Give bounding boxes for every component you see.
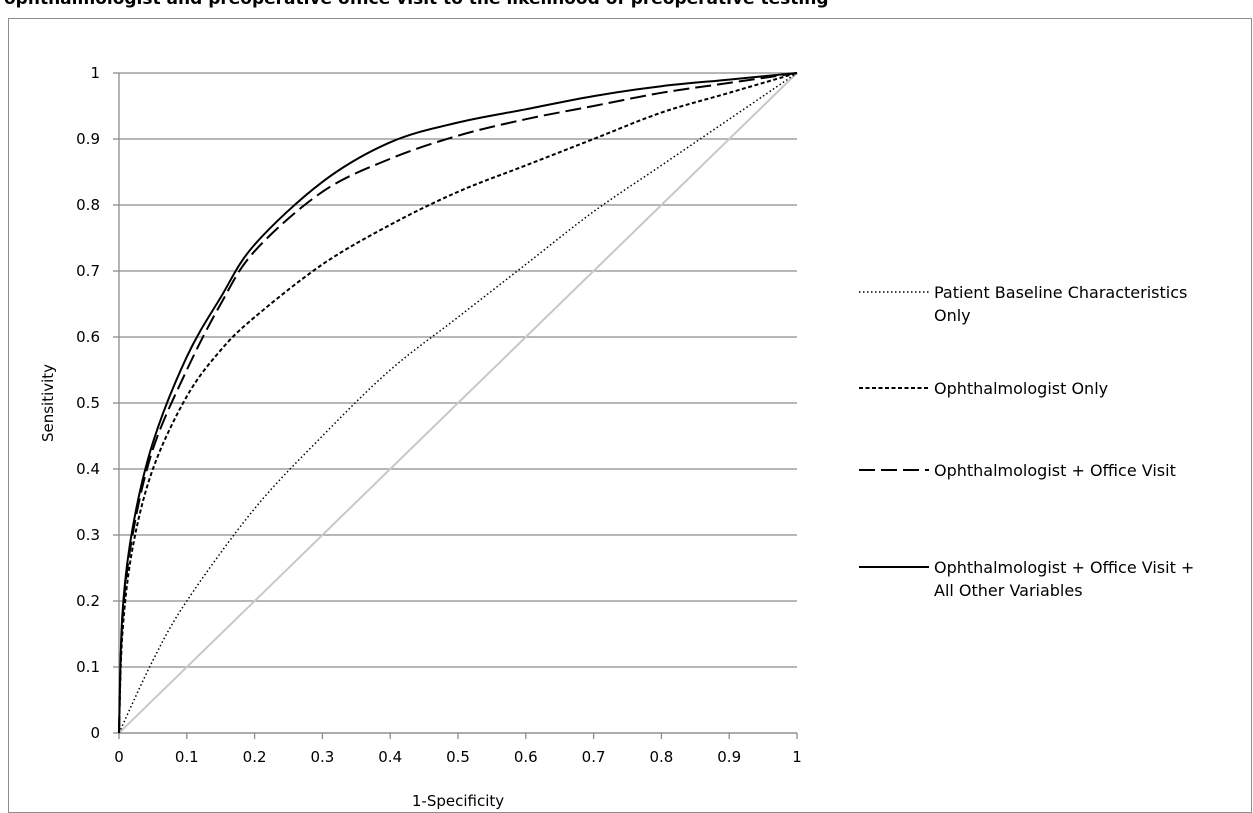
x-tick-label: 0.7 (582, 748, 606, 766)
y-tick-label: 0.5 (76, 394, 100, 412)
x-tick-labels: 0 0.1 0.2 0.3 0.4 0.5 0.6 0.7 0.8 0.9 1 (114, 748, 802, 766)
series-line-patient-baseline-characteristics-only (118, 72, 798, 734)
y-tick-label: 0.3 (76, 526, 100, 544)
chart-title: ophthalmologist and preoperative office … (4, 0, 1244, 9)
y-tick-label: 0.6 (76, 328, 100, 346)
series-line-ophthalmologist-only (118, 72, 798, 734)
x-tick-label: 0.4 (378, 748, 402, 766)
x-tick-label: 0 (114, 748, 124, 766)
y-tick-label: 0.1 (76, 658, 100, 676)
x-tick-label: 0.8 (649, 748, 673, 766)
series-line-ophthalmologist-office-visit-all-other-variables (118, 72, 798, 734)
chart-frame (8, 18, 1252, 813)
y-tick-label: 0.4 (76, 460, 100, 478)
chance-diagonal-line (118, 72, 798, 734)
reference-line (118, 72, 798, 734)
x-tick-label: 0.2 (243, 748, 267, 766)
legend-label: Ophthalmologist + Office Visit + All Othe… (934, 558, 1194, 600)
y-axis-title: Sensitivity (39, 364, 57, 442)
y-tick-label: 0.2 (76, 592, 100, 610)
x-tick-label: 0.9 (717, 748, 741, 766)
legend: Patient Baseline Characteristics Only Opht… (859, 283, 1194, 600)
x-tick-label: 0.1 (175, 748, 199, 766)
x-tick-label: 1 (792, 748, 802, 766)
y-tick-label: 0.7 (76, 262, 100, 280)
series-lines (118, 72, 798, 734)
x-tick-label: 0.3 (310, 748, 334, 766)
y-tick-label: 0 (90, 724, 100, 742)
x-axis-title: 1-Specificity (412, 792, 504, 809)
x-tick-label: 0.5 (446, 748, 470, 766)
series-line-ophthalmologist-office-visit (118, 72, 798, 734)
y-tick-label: 0.9 (76, 130, 100, 148)
y-tick-label: 0.8 (76, 196, 100, 214)
axes (113, 72, 798, 739)
x-tick-label: 0.6 (514, 748, 538, 766)
legend-label: Patient Baseline Characteristics Only (934, 283, 1187, 325)
y-tick-labels: 0 0.1 0.2 0.3 0.4 0.5 0.6 0.7 0.8 0.9 1 (76, 64, 100, 742)
legend-label: Ophthalmologist Only (934, 379, 1108, 398)
legend-label: Ophthalmologist + Office Visit (934, 461, 1176, 480)
y-tick-label: 1 (90, 64, 100, 82)
